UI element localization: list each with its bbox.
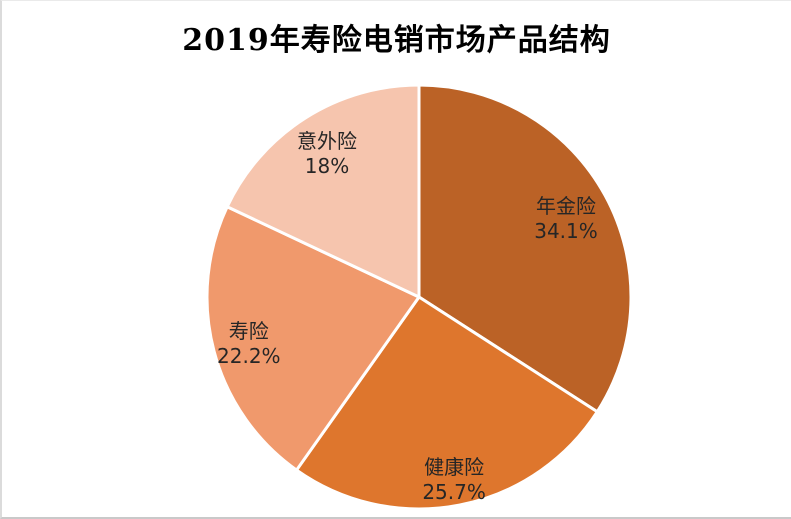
pie-slice-4[interactable]: [225, 83, 421, 299]
pie-slice-label: 年金险 34.1%: [534, 194, 598, 243]
chart-title: 2019年寿险电销市场产品结构: [182, 23, 611, 58]
pie-slice-label: 寿险 22.2%: [217, 319, 281, 368]
pie-slice-label: 健康险 25.7%: [422, 455, 486, 504]
pie-slice-2[interactable]: [295, 295, 599, 511]
pie-slice-label: 意外险 18%: [297, 129, 357, 178]
